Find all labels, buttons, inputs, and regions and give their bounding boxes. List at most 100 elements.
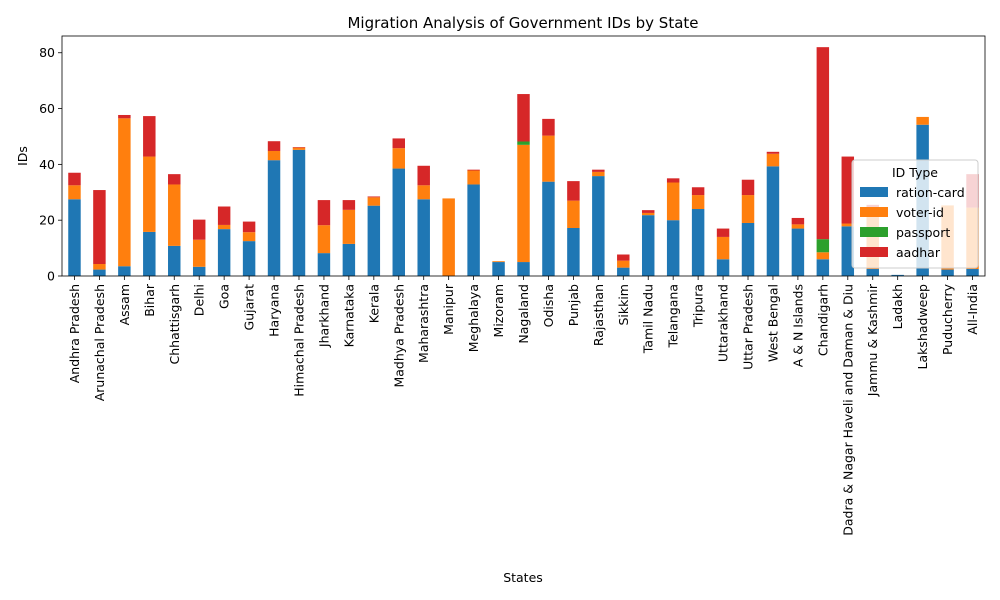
x-tick-label-33: Ladakh — [890, 284, 905, 329]
bar-voter-id-22 — [617, 260, 630, 268]
bar-ration-card-11 — [342, 243, 356, 276]
bar-aadhar-13 — [392, 138, 405, 149]
bar-aadhar-22 — [617, 254, 630, 261]
bar-aadhar-8 — [267, 141, 281, 151]
bar-voter-id-23 — [641, 212, 655, 216]
bar-voter-id-21 — [592, 171, 605, 177]
x-tick-label-36: All-India — [965, 284, 980, 335]
bar-voter-id-18 — [517, 144, 530, 263]
x-tick-label-20: Punjab — [566, 284, 581, 326]
x-tick-label-4: Chhattisgarh — [167, 284, 182, 364]
bar-ration-card-5 — [192, 266, 206, 276]
bar-aadhar-7 — [242, 221, 256, 233]
legend-swatch-ration-card — [860, 187, 888, 197]
x-tick-label-8: Haryana — [267, 284, 282, 337]
bar-ration-card-8 — [267, 160, 281, 276]
bar-aadhar-2 — [118, 114, 131, 119]
bar-ration-card-33 — [891, 274, 904, 276]
x-tick-label-28: West Bengal — [765, 284, 780, 362]
bar-aadhar-5 — [192, 219, 206, 240]
plot-frame — [61, 35, 986, 277]
bar-aadhar-19 — [542, 118, 555, 136]
x-tick-label-32: Jammu & Kashmir — [865, 283, 880, 397]
x-tick-label-34: Lakshadweep — [915, 284, 930, 369]
bar-voter-id-5 — [192, 239, 206, 267]
bar-aadhar-28 — [766, 151, 780, 154]
y-axis: 0 20 40 60 80 — [39, 45, 62, 284]
x-tick-label-27: Uttar Pradesh — [741, 284, 756, 370]
bar-ration-card-6 — [217, 229, 231, 276]
bar-ration-card-22 — [617, 267, 630, 276]
bar-voter-id-24 — [666, 182, 680, 221]
bar-voter-id-17 — [492, 261, 505, 263]
x-tick-label-3: Bihar — [142, 283, 157, 317]
x-tick-label-30: Chandigarh — [815, 284, 830, 356]
legend-label-passport: passport — [896, 225, 950, 240]
y-tick-label-60: 60 — [39, 101, 55, 116]
bar-aadhar-16 — [467, 169, 480, 171]
bar-ration-card-0 — [68, 199, 81, 276]
bar-ration-card-36 — [966, 269, 979, 276]
bar-voter-id-11 — [342, 209, 356, 244]
bar-ration-card-7 — [242, 241, 256, 276]
bar-voter-id-16 — [467, 170, 480, 185]
bar-voter-id-15 — [442, 198, 455, 276]
bar-ration-card-28 — [766, 166, 780, 276]
legend-label-aadhar: aadhar — [896, 245, 941, 260]
bar-voter-id-34 — [916, 116, 929, 125]
y-tick-label-20: 20 — [39, 213, 55, 228]
x-tick-label-17: Mizoram — [491, 284, 506, 337]
x-tick-label-29: A & N Islands — [790, 284, 805, 367]
bar-aadhar-11 — [342, 200, 356, 210]
bar-passport-18 — [517, 141, 530, 145]
legend-swatch-voter-id — [860, 207, 888, 217]
bar-ration-card-20 — [567, 228, 580, 276]
bar-voter-id-1 — [93, 264, 106, 270]
bar-ration-card-16 — [467, 184, 480, 276]
bar-aadhar-14 — [417, 165, 430, 186]
x-tick-label-26: Uttarakhand — [716, 284, 731, 362]
bar-ration-card-10 — [317, 253, 331, 276]
bar-voter-id-9 — [292, 147, 306, 150]
bar-voter-id-2 — [118, 118, 131, 267]
bar-aadhar-10 — [317, 200, 331, 226]
legend-label-voter-id: voter-id — [896, 205, 944, 220]
bar-voter-id-30 — [816, 252, 830, 260]
bar-voter-id-31 — [841, 223, 855, 227]
bar-ration-card-29 — [791, 228, 805, 276]
bar-aadhar-12 — [367, 196, 381, 198]
bar-aadhar-25 — [691, 187, 705, 196]
bar-voter-id-25 — [691, 195, 705, 210]
bar-voter-id-28 — [766, 153, 780, 167]
bar-aadhar-20 — [567, 181, 580, 201]
bar-aadhar-27 — [741, 179, 755, 196]
bar-aadhar-23 — [641, 210, 655, 213]
bar-voter-id-26 — [716, 236, 730, 260]
y-tick-label-0: 0 — [47, 269, 55, 284]
x-tick-label-1: Arunachal Pradesh — [92, 284, 107, 401]
bar-aadhar-4 — [168, 174, 181, 185]
y-tick-label-40: 40 — [39, 157, 55, 172]
x-tick-label-9: Himachal Pradesh — [291, 284, 306, 397]
bar-ration-card-2 — [118, 266, 131, 276]
bar-ration-card-19 — [542, 181, 555, 276]
x-tick-label-18: Nagaland — [516, 284, 531, 344]
bar-ration-card-1 — [93, 269, 106, 276]
bar-ration-card-31 — [841, 226, 855, 276]
x-tick-label-35: Puducherry — [940, 283, 955, 355]
bar-ration-card-17 — [492, 262, 505, 276]
bar-voter-id-20 — [567, 200, 580, 228]
x-axis-title: States — [503, 570, 543, 585]
x-tick-label-15: Manipur — [441, 283, 456, 335]
bar-aadhar-26 — [716, 228, 730, 237]
bar-ration-card-35 — [941, 269, 954, 276]
bar-aadhar-21 — [592, 169, 605, 172]
bar-voter-id-10 — [317, 225, 331, 254]
bar-aadhar-6 — [217, 206, 231, 225]
bar-voter-id-4 — [168, 184, 181, 246]
legend-label-ration-card: ration-card — [896, 185, 965, 200]
x-axis: Andhra Pradesh Arunachal Pradesh Assam Biha… — [67, 276, 980, 536]
bar-ration-card-25 — [691, 209, 705, 276]
bar-ration-card-14 — [417, 199, 430, 276]
